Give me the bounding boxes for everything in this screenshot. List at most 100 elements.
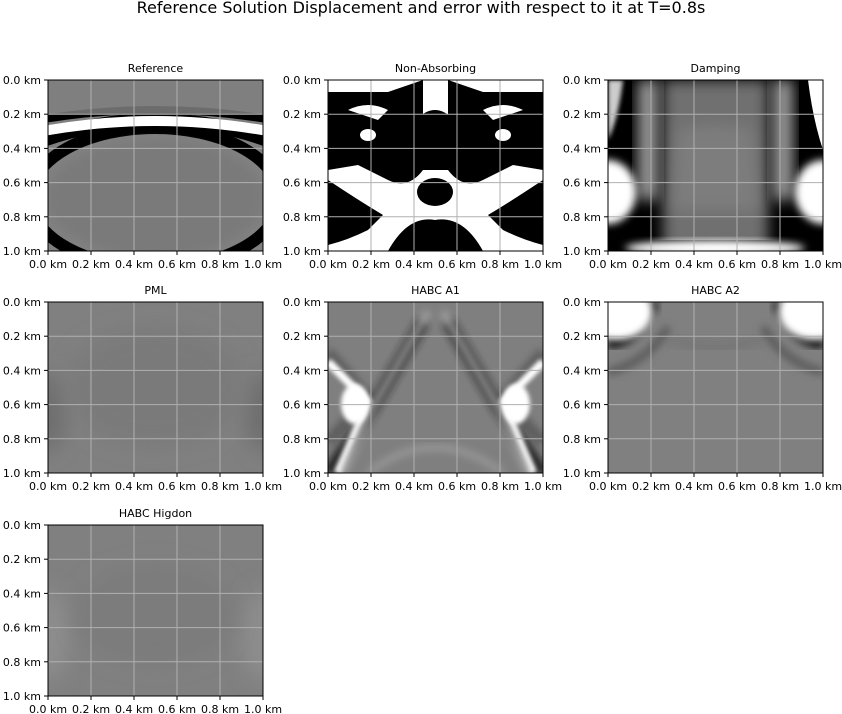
- panel-title: Reference: [128, 62, 184, 75]
- panel-habc-higdon: HABC Higdon 0.0 km 0.2 km 0.4 km 0.6 km 0.8 …: [3, 507, 282, 714]
- axes-frame: [607, 301, 824, 474]
- x-tick-label: 0.0 km: [29, 703, 67, 714]
- x-tick-label: 0.2 km: [72, 703, 110, 714]
- x-tick-label: 1.0 km: [524, 258, 562, 271]
- axes-frame: [607, 79, 824, 252]
- x-tick-label: 1.0 km: [244, 480, 282, 493]
- y-tick-label: 1.0 km: [563, 467, 601, 480]
- axes-frame: [47, 301, 264, 474]
- x-tick-label: 0.0 km: [589, 258, 627, 271]
- x-tick-label: 0.6 km: [158, 703, 196, 714]
- x-tick-label: 1.0 km: [244, 703, 282, 714]
- x-tick-label: 0.6 km: [158, 480, 196, 493]
- heatmap-image: [328, 80, 543, 251]
- x-tick-label: 0.0 km: [29, 258, 67, 271]
- x-tick-label: 0.4 km: [395, 480, 433, 493]
- y-tick-label: 0.0 km: [283, 74, 321, 87]
- heatmap-image: [48, 525, 263, 696]
- figure-title: Reference Solution Displacement and erro…: [137, 0, 706, 17]
- x-tick-label: 0.6 km: [718, 480, 756, 493]
- x-tick-label: 0.2 km: [72, 480, 110, 493]
- heatmap-image: [48, 302, 263, 473]
- axes-frame: [47, 524, 264, 697]
- panel-reference: Reference 0.0 km 0.2 km 0.4 km 0.6 km 0.8 km…: [3, 62, 282, 271]
- y-tick-label: 1.0 km: [3, 690, 41, 703]
- y-tick-label: 0.8 km: [3, 433, 41, 446]
- x-tick-label: 1.0 km: [244, 258, 282, 271]
- y-tick-label: 1.0 km: [283, 467, 321, 480]
- y-tick-label: 0.0 km: [283, 296, 321, 309]
- x-tick-label: 0.2 km: [632, 258, 670, 271]
- x-tick-label: 1.0 km: [524, 480, 562, 493]
- y-tick-label: 0.4 km: [3, 587, 41, 600]
- y-tick-label: 0.4 km: [3, 142, 41, 155]
- y-tick-label: 0.8 km: [563, 211, 601, 224]
- y-tick-label: 0.0 km: [563, 296, 601, 309]
- heatmap-image: [608, 302, 823, 473]
- y-tick-label: 0.8 km: [283, 211, 321, 224]
- y-tick-label: 1.0 km: [3, 467, 41, 480]
- x-tick-label: 0.0 km: [309, 258, 347, 271]
- x-tick-label: 0.4 km: [675, 480, 713, 493]
- heatmap-image: [48, 80, 263, 251]
- x-tick-label: 0.0 km: [29, 480, 67, 493]
- y-tick-label: 0.2 km: [283, 108, 321, 121]
- y-tick-label: 0.4 km: [3, 364, 41, 377]
- heatmap-image: [608, 80, 823, 251]
- y-tick-label: 1.0 km: [283, 245, 321, 258]
- y-tick-label: 0.2 km: [3, 330, 41, 343]
- x-tick-label: 0.2 km: [632, 480, 670, 493]
- x-tick-label: 0.8 km: [201, 480, 239, 493]
- x-tick-label: 1.0 km: [804, 480, 842, 493]
- x-tick-label: 0.6 km: [438, 480, 476, 493]
- y-tick-label: 0.6 km: [283, 177, 321, 190]
- axes-frame: [327, 301, 544, 474]
- y-tick-label: 0.0 km: [563, 74, 601, 87]
- panel-title: Non-Absorbing: [395, 62, 476, 75]
- panel-non-absorbing: Non-Absorbing 0.0 km 0.2 km 0.4 km 0.6 km 0.…: [283, 62, 562, 271]
- x-tick-label: 0.8 km: [201, 703, 239, 714]
- x-tick-label: 0.6 km: [718, 258, 756, 271]
- y-tick-label: 0.0 km: [3, 74, 41, 87]
- y-tick-label: 0.8 km: [3, 211, 41, 224]
- x-tick-label: 0.0 km: [309, 480, 347, 493]
- panel-title: HABC Higdon: [119, 507, 192, 520]
- y-tick-label: 0.2 km: [563, 108, 601, 121]
- y-tick-label: 0.6 km: [563, 399, 601, 412]
- y-tick-label: 0.6 km: [3, 177, 41, 190]
- panel-title: Damping: [691, 62, 741, 75]
- y-tick-label: 0.2 km: [3, 553, 41, 566]
- panel-habc-a2: HABC A2 0.0 km 0.2 km 0.4 km 0.6 km 0.8 km 1.…: [563, 284, 842, 493]
- panel-title: HABC A2: [691, 284, 740, 297]
- y-tick-label: 0.4 km: [283, 364, 321, 377]
- x-tick-label: 0.2 km: [352, 258, 390, 271]
- x-tick-label: 0.2 km: [72, 258, 110, 271]
- x-tick-label: 0.4 km: [675, 258, 713, 271]
- y-tick-label: 0.8 km: [283, 433, 321, 446]
- x-tick-label: 0.8 km: [201, 258, 239, 271]
- y-tick-label: 0.6 km: [3, 622, 41, 635]
- heatmap-image: [328, 302, 543, 473]
- axes-frame: [47, 79, 264, 252]
- x-tick-label: 0.4 km: [115, 703, 153, 714]
- y-tick-label: 0.0 km: [3, 519, 41, 532]
- y-tick-label: 0.8 km: [563, 433, 601, 446]
- x-tick-label: 0.0 km: [589, 480, 627, 493]
- x-tick-label: 0.8 km: [481, 480, 519, 493]
- x-tick-label: 0.6 km: [438, 258, 476, 271]
- y-tick-label: 0.8 km: [3, 656, 41, 669]
- axes-frame: [327, 79, 544, 252]
- panel-pml: PML 0.0 km 0.2 km 0.4 km 0.6 km 0.8 km 1.0 km…: [3, 284, 282, 493]
- x-tick-label: 0.4 km: [395, 258, 433, 271]
- y-tick-label: 0.4 km: [563, 364, 601, 377]
- panel-title: PML: [144, 284, 167, 297]
- x-tick-label: 1.0 km: [804, 258, 842, 271]
- x-tick-label: 0.8 km: [761, 480, 799, 493]
- panel-habc-a1: HABC A1 0.0 km 0.2 km 0.4 km 0.6 km 0.8 km 1.…: [283, 284, 562, 493]
- y-tick-label: 0.6 km: [3, 399, 41, 412]
- y-tick-label: 0.2 km: [283, 330, 321, 343]
- x-tick-label: 0.6 km: [158, 258, 196, 271]
- panel-title: HABC A1: [411, 284, 460, 297]
- y-tick-label: 1.0 km: [563, 245, 601, 258]
- x-tick-label: 0.2 km: [352, 480, 390, 493]
